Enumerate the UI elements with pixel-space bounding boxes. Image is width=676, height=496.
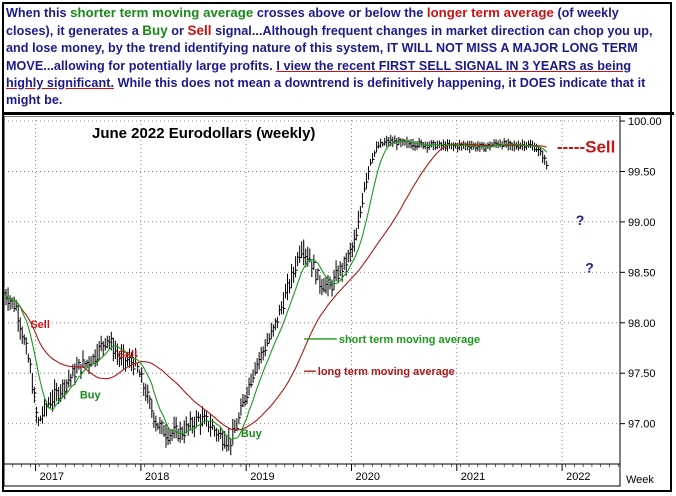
- chart-title: June 2022 Eurodollars (weekly): [92, 125, 315, 142]
- x-tick-label: 2022: [566, 471, 590, 483]
- note-sell: Sell: [187, 23, 212, 39]
- y-tick-label: 98.50: [628, 267, 656, 279]
- note-first-sell: FIRST SELL SIGNAL IN 3 YEARS: [378, 58, 577, 73]
- note-part: When this: [6, 6, 71, 20]
- y-tick-label: 97.50: [628, 368, 656, 380]
- note-part: crosses above or below the: [253, 6, 427, 20]
- note-part: or: [167, 24, 188, 39]
- x-tick-label: 2017: [40, 471, 64, 483]
- sell-signal-label: Sell: [118, 349, 138, 361]
- divider: [2, 112, 674, 115]
- short-ma-label: short term moving average: [339, 334, 480, 346]
- annotations: Sell Buy Sell Buy -----Sell??: [30, 137, 615, 439]
- x-axis: 2017 2018 2019 2020 2021 2022: [4, 463, 621, 487]
- sell-signal-label: -----Sell: [557, 137, 616, 156]
- price-bars: [4, 134, 549, 456]
- y-tick-label: 98.00: [628, 318, 656, 330]
- x-tick-label: 2018: [145, 471, 169, 483]
- question-mark: ?: [585, 259, 594, 275]
- y-tick-label: 100.00: [628, 116, 662, 128]
- sell-signal-label: Sell: [30, 319, 50, 331]
- x-axis-label: Week: [626, 474, 654, 486]
- y-tick-label: 97.00: [628, 419, 656, 431]
- short-ma-line: [4, 140, 548, 440]
- ma-labels: short term moving average long term movin…: [304, 334, 480, 378]
- note-part: signal...Although frequent changes in ma…: [6, 24, 653, 73]
- commentary-text: When this shorter term moving average cr…: [6, 4, 668, 110]
- note-part: (of weekly closes), it generates a: [6, 6, 619, 39]
- note-does: DOES: [519, 75, 556, 90]
- note-short-ma: shorter term moving average: [70, 5, 254, 20]
- long-ma-line: [4, 143, 547, 431]
- y-tick-label: 99.50: [628, 166, 656, 178]
- plot-area: [4, 116, 621, 465]
- note-significant: as being highly significant.: [6, 58, 632, 90]
- buy-signal-label: Buy: [80, 389, 102, 401]
- price-chart: 97.00 97.50 98.00 98.50 99.00 99.50 100.00 201…: [4, 116, 662, 487]
- long-ma-label: long term moving average: [318, 366, 455, 378]
- note-buy: Buy: [142, 23, 168, 39]
- note-part: While this does not mean a downtrend is …: [114, 75, 520, 90]
- y-axis: 97.00 97.50 98.00 98.50 99.00 99.50 100.00: [620, 116, 662, 431]
- y-tick-label: 99.00: [628, 217, 656, 229]
- note-view: I view the recent: [276, 58, 379, 73]
- x-tick-label: 2020: [355, 471, 379, 483]
- note-part: indicate that it might be.: [6, 75, 646, 108]
- question-mark: ?: [576, 212, 585, 228]
- buy-signal-label: Buy: [241, 428, 263, 440]
- note-long-ma: longer term average: [426, 5, 554, 20]
- x-tick-label: 2021: [461, 471, 485, 483]
- x-tick-label: 2019: [250, 471, 274, 483]
- x-axis-band: [4, 463, 621, 487]
